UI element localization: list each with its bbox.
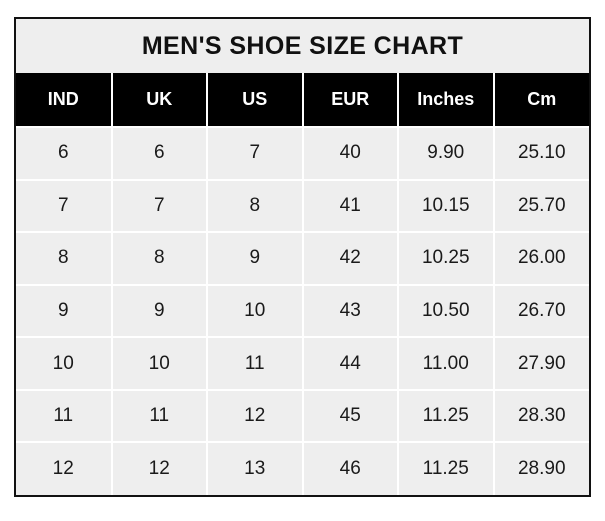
table-row: 12 12 13 46 11.25 28.90 (16, 442, 589, 495)
cell-eur: 40 (302, 127, 399, 181)
table-row: 10 10 11 44 11.00 27.90 (16, 337, 589, 391)
table-row: 7 7 8 41 10.15 25.70 (16, 179, 589, 234)
cell-inches: 11.25 (398, 389, 495, 444)
cell-ind: 8 (16, 232, 113, 286)
column-header-us: US (207, 73, 304, 128)
cell-eur: 43 (302, 284, 399, 339)
cell-inches: 11.25 (398, 442, 495, 495)
column-header-uk: UK (111, 73, 208, 128)
table-header: IND UK US EUR Inches Cm (16, 73, 589, 128)
cell-uk: 6 (111, 127, 208, 181)
cell-eur: 42 (302, 232, 399, 286)
table-row: 11 11 12 45 11.25 28.30 (16, 389, 589, 444)
cell-eur: 45 (302, 389, 399, 444)
cell-ind: 12 (16, 442, 113, 495)
cell-uk: 11 (111, 389, 208, 444)
cell-inches: 10.25 (398, 232, 495, 286)
cell-us: 11 (207, 337, 304, 391)
cell-inches: 9.90 (398, 127, 495, 181)
cell-us: 8 (207, 179, 304, 234)
cell-cm: 28.90 (493, 442, 589, 495)
cell-eur: 41 (302, 179, 399, 234)
column-header-ind: IND (16, 73, 113, 128)
column-header-cm: Cm (493, 73, 589, 128)
cell-uk: 12 (111, 442, 208, 495)
table-row: 9 9 10 43 10.50 26.70 (16, 284, 589, 339)
cell-inches: 10.15 (398, 179, 495, 234)
cell-inches: 11.00 (398, 337, 495, 391)
table-body: 6 6 7 40 9.90 25.10 7 7 8 41 10.15 25.70… (16, 127, 589, 495)
column-header-inches: Inches (398, 73, 495, 128)
cell-us: 9 (207, 232, 304, 286)
cell-uk: 8 (111, 232, 208, 286)
cell-cm: 26.00 (493, 232, 589, 286)
cell-inches: 10.50 (398, 284, 495, 339)
cell-ind: 11 (16, 389, 113, 444)
table-row: 8 8 9 42 10.25 26.00 (16, 232, 589, 286)
cell-uk: 7 (111, 179, 208, 234)
cell-eur: 44 (302, 337, 399, 391)
cell-cm: 28.30 (493, 389, 589, 444)
cell-uk: 9 (111, 284, 208, 339)
cell-ind: 9 (16, 284, 113, 339)
cell-us: 10 (207, 284, 304, 339)
cell-uk: 10 (111, 337, 208, 391)
cell-cm: 27.90 (493, 337, 589, 391)
table-header-row: IND UK US EUR Inches Cm (16, 73, 589, 128)
shoe-size-table: IND UK US EUR Inches Cm 6 6 7 40 9.90 25… (16, 73, 589, 495)
cell-us: 12 (207, 389, 304, 444)
column-header-eur: EUR (302, 73, 399, 128)
chart-title: MEN'S SHOE SIZE CHART (16, 19, 589, 73)
size-chart-frame: MEN'S SHOE SIZE CHART IND UK US EUR Inch… (14, 17, 591, 497)
cell-cm: 25.10 (493, 127, 589, 181)
cell-us: 13 (207, 442, 304, 495)
cell-ind: 7 (16, 179, 113, 234)
table-row: 6 6 7 40 9.90 25.10 (16, 127, 589, 181)
cell-ind: 10 (16, 337, 113, 391)
cell-us: 7 (207, 127, 304, 181)
cell-cm: 25.70 (493, 179, 589, 234)
cell-eur: 46 (302, 442, 399, 495)
cell-cm: 26.70 (493, 284, 589, 339)
cell-ind: 6 (16, 127, 113, 181)
